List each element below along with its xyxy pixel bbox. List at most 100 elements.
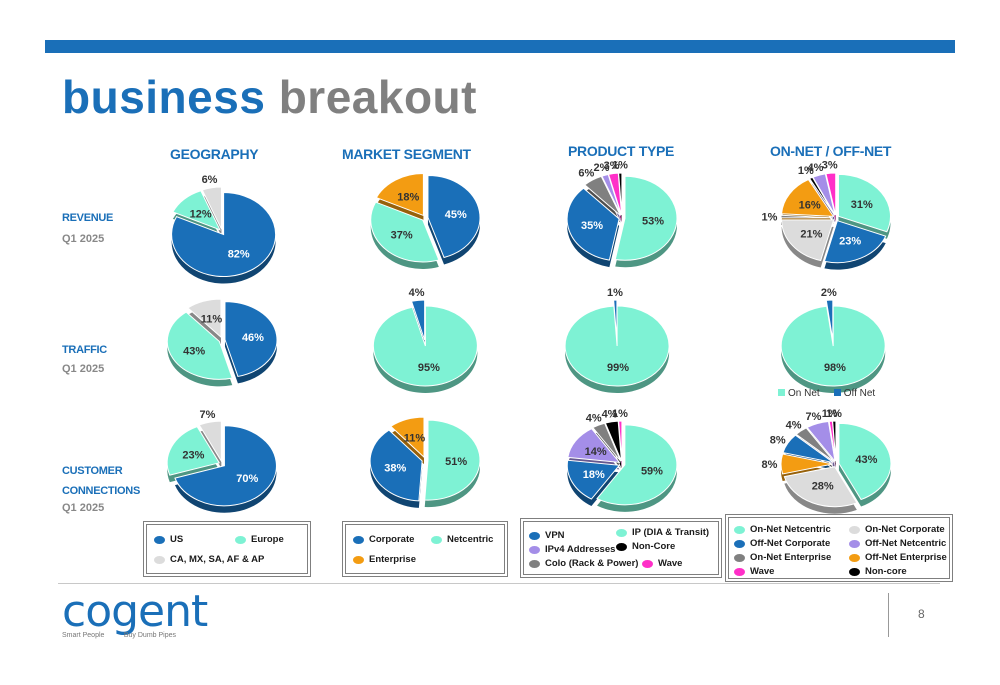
pie-slice	[781, 219, 835, 262]
legend-swatch	[849, 553, 860, 562]
pie-chart-1: 82% 12% 6%	[171, 174, 277, 284]
pie-data-label: 38%	[384, 462, 406, 474]
legend-label: Enterprise	[369, 554, 416, 565]
pie-slice	[613, 299, 618, 341]
legend-item-europe: Europe	[235, 534, 284, 545]
pie-slice	[566, 187, 620, 261]
pie-data-label: 46%	[242, 332, 264, 344]
pie-data-label: 28%	[812, 481, 834, 493]
legend-geography: US Europe CA, MX, SA, AF & AP	[143, 521, 311, 577]
pie-data-label: 99%	[607, 362, 629, 374]
pie-data-label: 2%	[593, 162, 609, 174]
legend-swatch	[529, 545, 540, 554]
pie-slice	[781, 178, 835, 217]
pie-data-label: 3%	[822, 159, 838, 171]
legend-market: Corporate Netcentric Enterprise	[342, 521, 508, 577]
row-sub-connections: Q1 2025	[62, 502, 105, 514]
legend-label: Netcentric	[447, 534, 494, 545]
footer-divider	[58, 583, 940, 584]
pie-slice	[567, 427, 621, 464]
column-header-geography: GEOGRAPHY	[170, 146, 259, 162]
legend-label: Corporate	[369, 534, 415, 545]
legend-label: US	[170, 534, 184, 545]
column-header-market-segment: MARKET SEGMENT	[342, 146, 471, 162]
pie-data-label: 21%	[800, 228, 822, 240]
pie-slice	[780, 453, 834, 475]
title-word-1: business	[62, 71, 266, 123]
pie-slice	[172, 190, 221, 231]
pie-data-label: 11%	[404, 432, 426, 444]
legend-label: VPN	[545, 530, 565, 541]
logo-wordmark: cogent	[62, 586, 208, 637]
pie-chart-7: 99% 1%	[564, 287, 670, 393]
pie-data-label: 1%	[798, 165, 814, 177]
legend-label: On-Net Netcentric	[750, 524, 831, 535]
pie-data-label: 23%	[839, 235, 861, 247]
legend-label: Non-Core	[632, 541, 676, 552]
pie-data-label: 53%	[642, 215, 664, 227]
pie-slice	[369, 429, 423, 502]
pie-slice	[825, 172, 837, 216]
pie-slice	[837, 173, 891, 233]
legend-swatch	[849, 567, 860, 576]
legend-swatch	[353, 555, 364, 564]
off-net-label: Off Net	[843, 388, 876, 399]
pie-data-label: 2%	[821, 287, 837, 299]
pie-data-label: 98%	[824, 362, 846, 374]
legend-label: Non-core	[865, 566, 907, 577]
pie-slice	[795, 427, 835, 463]
pie-data-label: 45%	[445, 209, 467, 221]
column-header-product-type: PRODUCT TYPE	[568, 143, 675, 159]
legend-item-enterprise: Enterprise	[353, 554, 416, 565]
legend-label: Off-Net Corporate	[750, 538, 831, 549]
legend-onoff: On-Net Netcentric On-Net Corporate Off-N…	[725, 514, 953, 582]
cogent-logo: cogent Smart People Buy Dumb Pipes	[62, 586, 208, 640]
legend-item-onnet-netcentric: On-Net Netcentric	[734, 524, 831, 535]
pie-slice	[592, 422, 622, 462]
legend-off-net: Off Net	[833, 388, 876, 399]
legend-label: IPv4 Addresses	[545, 544, 616, 555]
pie-slice	[370, 201, 440, 263]
legend-label: Off-Net Netcentric	[865, 538, 947, 549]
pie-slice	[390, 416, 425, 459]
column-header-onnet-offnet: ON-NET / OFF-NET	[770, 143, 892, 159]
legend-swatch	[849, 525, 860, 534]
pie-slice	[838, 422, 892, 501]
pie-data-label: 35%	[581, 220, 603, 232]
logo-tagline: Smart People Buy Dumb Pipes	[62, 632, 207, 639]
pie-data-label: 1%	[612, 159, 628, 171]
traffic-onoff-legend: On Net Off Net	[778, 388, 875, 399]
legend-item-netcentric: Netcentric	[431, 534, 493, 545]
row-header-customer: CUSTOMER	[62, 465, 123, 477]
legend-item-ipv4: IPv4 Addresses	[529, 544, 615, 555]
pie-data-label: 1%	[612, 408, 628, 420]
pie-data-label: 95%	[418, 362, 440, 374]
legend-label: On-Net Enterprise	[750, 552, 832, 563]
legend-label: IP (DIA & Transit)	[632, 527, 710, 538]
pie-chart-4: 31%23%21%1%16%1%4%3%	[762, 159, 891, 270]
pie-slice	[780, 305, 886, 387]
legend-swatch	[734, 539, 745, 548]
pie-slice	[375, 172, 424, 217]
pie-data-label: 7%	[200, 409, 216, 421]
legend-swatch	[642, 559, 653, 568]
pie-chart-5: 46% 43% 11%	[166, 298, 278, 387]
pie-slice	[186, 298, 222, 339]
pie-slice	[224, 301, 278, 378]
legend-label: Colo (Rack & Power)	[545, 558, 639, 569]
row-header-traffic: TRAFFIC	[62, 344, 107, 356]
pie-data-label: 70%	[236, 473, 258, 485]
pie-chart-11: 59%18%14%4% 4%1%	[566, 408, 678, 512]
legend-swatch	[431, 535, 442, 544]
legend-label: CA, MX, SA, AF & AP	[170, 554, 265, 565]
row-sub-traffic: Q1 2025	[62, 363, 105, 375]
legend-item-onnet-enterprise: On-Net Enterprise	[734, 552, 831, 563]
pie-slice	[780, 214, 834, 219]
pie-data-label: 4%	[409, 287, 425, 299]
legend-swatch	[734, 567, 745, 576]
pie-data-label: 59%	[641, 466, 663, 478]
pie-slice	[372, 305, 478, 387]
pie-slice	[806, 420, 836, 463]
legend-label: Off-Net Enterprise	[865, 552, 947, 563]
pie-slice	[198, 420, 222, 463]
